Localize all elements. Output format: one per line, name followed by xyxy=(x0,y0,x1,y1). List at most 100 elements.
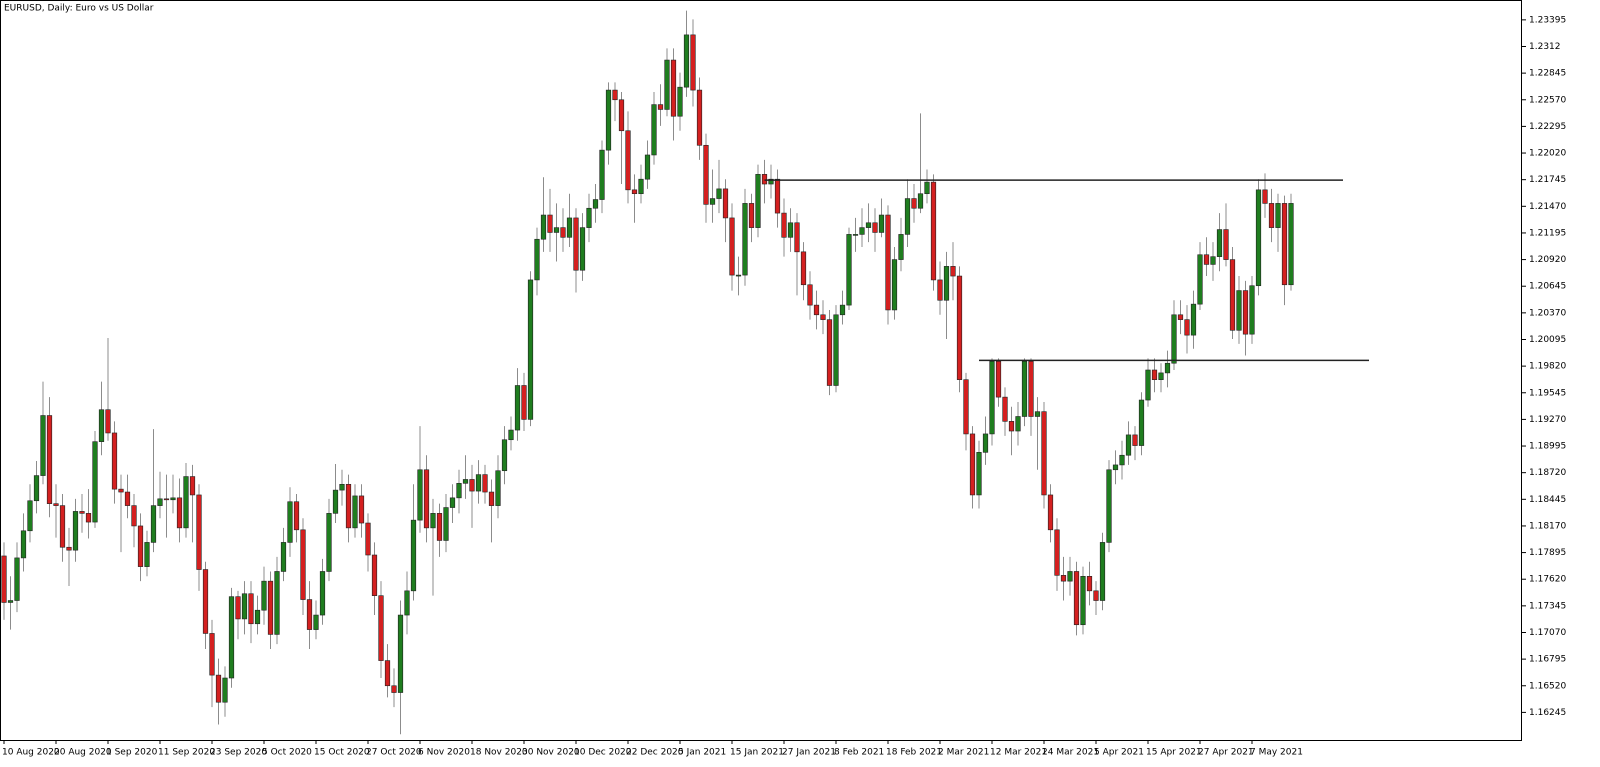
x-tick-label: 15 Jan 2021 xyxy=(730,748,784,758)
y-tick-label: 1.16245 xyxy=(1529,708,1566,718)
candle-body xyxy=(579,227,586,271)
candle-body xyxy=(878,214,885,233)
candle-body xyxy=(553,227,560,233)
candle-body xyxy=(456,483,462,499)
candle-body xyxy=(118,488,124,493)
candle-body xyxy=(748,203,755,228)
candle-body xyxy=(131,505,137,527)
candle-body xyxy=(839,304,846,316)
y-tick-label: 1.19545 xyxy=(1529,388,1566,398)
candle-body xyxy=(527,279,534,420)
x-tick-label: 7 May 2021 xyxy=(1250,748,1303,758)
candle-body xyxy=(79,511,85,514)
candle-body xyxy=(397,614,404,693)
candle-body xyxy=(709,198,716,205)
candle-body xyxy=(813,304,820,316)
y-tick-label: 1.18445 xyxy=(1529,495,1566,505)
candle-body xyxy=(917,193,924,209)
candle-body xyxy=(332,489,339,514)
candle-body xyxy=(462,479,469,484)
candle-body xyxy=(417,469,423,521)
candle-body xyxy=(696,89,703,146)
candle-body xyxy=(1119,454,1125,466)
candle-body xyxy=(768,178,774,185)
candle-body xyxy=(911,198,917,209)
candle-body xyxy=(560,227,566,238)
candle-body xyxy=(14,557,20,601)
candle-body xyxy=(644,154,651,180)
x-tick-label: 20 Aug 2020 xyxy=(54,748,112,758)
candle-body xyxy=(514,385,521,431)
candle-body xyxy=(755,174,761,228)
candle-body xyxy=(1145,369,1151,401)
candle-body xyxy=(261,580,267,611)
candle-body xyxy=(1054,529,1060,576)
candle-body xyxy=(20,530,27,559)
candle-body xyxy=(404,590,410,616)
candle-body xyxy=(807,284,813,306)
y-tick-label: 1.21195 xyxy=(1529,228,1566,238)
candle-body xyxy=(995,360,1002,398)
candle-body xyxy=(66,546,72,551)
y-tick-label: 1.17345 xyxy=(1529,601,1566,611)
candle-body xyxy=(410,519,417,592)
candle-body xyxy=(638,178,644,195)
candle-body xyxy=(1281,203,1288,286)
y-tick-label: 1.21470 xyxy=(1529,202,1566,212)
candle-body xyxy=(774,178,781,214)
candle-body xyxy=(891,259,898,311)
candle-body xyxy=(378,595,384,661)
plot-frame xyxy=(0,0,1522,741)
y-tick-label: 1.17895 xyxy=(1529,548,1566,558)
y-tick-label: 1.22020 xyxy=(1529,149,1566,159)
candle-body xyxy=(1047,494,1054,531)
candle-body xyxy=(735,274,742,277)
candle-body xyxy=(651,104,657,156)
candle-body xyxy=(657,104,664,110)
x-tick-label: 6 Nov 2020 xyxy=(418,748,470,758)
candle-body xyxy=(924,181,930,195)
candle-body xyxy=(313,614,319,630)
candle-body xyxy=(111,432,118,490)
candle-body xyxy=(605,89,612,151)
candle-body xyxy=(1080,576,1086,626)
candle-body xyxy=(1,555,7,603)
candle-body xyxy=(339,483,345,491)
candle-body xyxy=(300,529,306,600)
candle-body xyxy=(495,470,501,506)
x-tick-label: 27 Jan 2021 xyxy=(782,748,836,758)
candle-body xyxy=(566,217,573,238)
candle-body xyxy=(105,409,111,434)
candle-body xyxy=(703,144,709,205)
candle-body xyxy=(1242,290,1249,335)
candle-body xyxy=(371,554,378,596)
candle-body xyxy=(163,498,170,501)
candle-body xyxy=(280,542,287,572)
candle-body xyxy=(1158,372,1164,380)
x-tick-label: 27 Oct 2020 xyxy=(366,748,422,758)
candle-body xyxy=(391,685,397,693)
candle-body xyxy=(787,222,794,238)
x-tick-label: 18 Feb 2021 xyxy=(886,748,942,758)
candle-body xyxy=(1021,360,1028,417)
x-tick-label: 15 Apr 2021 xyxy=(1146,748,1202,758)
candle-body xyxy=(150,505,157,543)
candle-body xyxy=(1106,469,1112,543)
y-tick-label: 1.21745 xyxy=(1529,175,1566,185)
candle-body xyxy=(27,500,33,532)
candle-body xyxy=(222,677,228,703)
candle-body xyxy=(1210,256,1216,265)
candle-body xyxy=(345,483,352,529)
candle-body xyxy=(358,495,365,524)
y-tick-label: 1.20645 xyxy=(1529,282,1566,292)
y-tick-label: 1.17070 xyxy=(1529,628,1566,638)
y-tick-label: 1.19820 xyxy=(1529,362,1566,372)
candle-body xyxy=(989,360,995,435)
candle-body xyxy=(436,513,443,541)
candle-body xyxy=(969,433,976,496)
candle-body xyxy=(898,234,904,260)
candle-body xyxy=(670,59,677,117)
candle-body xyxy=(950,266,956,277)
